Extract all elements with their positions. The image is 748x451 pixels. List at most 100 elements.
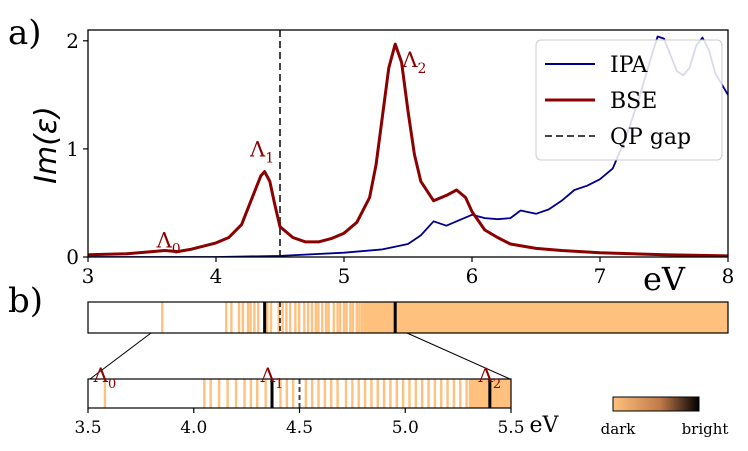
excitation-line-dark-state <box>345 302 348 333</box>
excitation-line-dark-state <box>246 302 250 333</box>
excitation-line-dark-state <box>285 302 288 333</box>
excitation-line-dark-state <box>440 379 443 408</box>
x-tick-label: 5 <box>338 264 351 288</box>
y-axis-label: Im(ε) <box>29 106 64 184</box>
peak-label-lambda-2: Λ2 <box>401 48 426 77</box>
legend-label-ipa: IPA <box>610 53 648 78</box>
excitation-line-dark-state <box>279 379 282 408</box>
excitation-line-dark-state <box>264 379 267 408</box>
excitation-line-dark-state <box>203 379 206 408</box>
strip-dense-region <box>363 302 728 333</box>
excitation-line-dark-state <box>330 379 333 408</box>
excitation-line-dark-state <box>427 379 430 408</box>
excitation-line-dark-state <box>358 302 361 333</box>
excitation-line-dark-state <box>298 302 301 333</box>
excitation-line-dark-state <box>256 379 259 408</box>
excitation-line-dark-state <box>357 379 360 408</box>
excitation-line-dark-state <box>414 379 418 408</box>
excitation-line-dark-state <box>249 302 252 333</box>
excitation-line-dark-state <box>217 379 221 408</box>
excitation-line-dark-state <box>226 379 229 408</box>
excitation-line-dark-state <box>310 302 314 333</box>
excitation-line-dark-state <box>355 302 358 333</box>
excitation-line-dark-state <box>277 302 280 333</box>
excitation-line-dark-state <box>310 379 314 408</box>
excitation-line-dark-state <box>209 379 212 408</box>
inset-ticks: 3.5 4.0 4.5 5.0 5.5 <box>74 408 525 438</box>
excitation-line-dark-state <box>237 302 241 333</box>
excitation-line-dark-state <box>336 302 339 333</box>
excitation-line-dark-state <box>342 302 346 333</box>
excitation-line-dark-state <box>336 379 339 408</box>
excitation-line-dark-state <box>420 379 424 408</box>
excitation-line-dark-state <box>338 302 342 333</box>
excitation-line-dark-state <box>317 379 320 408</box>
excitation-line-dark-state <box>225 302 228 333</box>
x-tick-label: 6 <box>466 264 479 288</box>
inset-x-axis-label: eV <box>530 413 560 438</box>
zoom-connector-right <box>406 332 511 380</box>
excitation-line-dark-state <box>314 302 318 333</box>
excitation-line-dark-state <box>249 379 253 408</box>
colorbar-label-high: bright <box>682 420 729 438</box>
excitation-line-dark-state <box>408 379 411 408</box>
x-tick-label: 3 <box>82 264 95 288</box>
heatmap-strip-inset <box>87 378 512 409</box>
excitation-line-bright-state <box>488 379 492 408</box>
legend-box <box>535 39 723 161</box>
x-axis-label: eV <box>643 260 686 298</box>
colorbar-label-low: dark <box>601 420 637 438</box>
excitation-line-dark-state <box>382 379 386 408</box>
excitation-line-dark-state <box>324 302 328 333</box>
legend-label-bse: BSE <box>610 89 657 114</box>
excitation-line-dark-state <box>285 379 289 408</box>
excitation-line-dark-state <box>360 302 364 333</box>
excitation-line-dark-state <box>351 379 354 408</box>
excitation-line-dark-state <box>459 379 462 408</box>
excitation-line-dark-state <box>351 302 355 333</box>
excitation-line-dark-state <box>452 379 456 408</box>
excitation-line-dark-state <box>234 379 238 408</box>
excitation-line-dark-state <box>103 379 107 408</box>
excitation-line-dark-state <box>376 379 379 408</box>
main-plot-frame <box>87 29 729 258</box>
excitation-line-dark-state <box>323 379 327 408</box>
series-line-bse <box>88 42 728 257</box>
excitation-line-dark-state <box>327 302 330 333</box>
excitation-line-dark-state <box>446 379 449 408</box>
legend-label-qp-gap: QP gap <box>610 125 691 150</box>
excitation-line-dark-state <box>317 302 320 333</box>
excitation-line-dark-state <box>349 302 352 333</box>
inset-x-tick-label: 5.0 <box>392 418 419 438</box>
excitation-line-dark-state <box>241 302 245 333</box>
inset-x-tick-label: 3.5 <box>74 418 101 438</box>
x-tick-label: 4 <box>210 264 223 288</box>
inset-x-tick-label: 5.5 <box>497 418 524 438</box>
excitation-line-dark-state <box>370 379 373 408</box>
excitation-line-dark-state <box>269 302 273 333</box>
excitation-line-dark-state <box>321 302 324 333</box>
zoom-connector-left <box>89 332 152 380</box>
peak-label-lambda-1: Λ1 <box>249 137 274 166</box>
excitation-line-bright-state <box>263 302 267 333</box>
excitation-line-dark-state <box>257 302 260 333</box>
excitation-line-dark-state <box>289 302 292 333</box>
colorbar <box>612 396 700 412</box>
excitation-line-dark-state <box>433 379 437 408</box>
excitation-line-dark-state <box>465 379 468 408</box>
excitation-line-dark-state <box>401 379 405 408</box>
x-tick-label: 8 <box>722 264 735 288</box>
excitation-line-dark-state <box>344 379 348 408</box>
excitation-line-dark-state <box>303 302 306 333</box>
excitation-line-dark-state <box>243 379 246 408</box>
panel-label-a: a) <box>8 13 42 53</box>
excitation-line-dark-state <box>161 302 164 333</box>
excitation-line-dark-state <box>306 302 310 333</box>
excitation-line-dark-state <box>332 302 335 333</box>
excitation-line-dark-state <box>253 302 256 333</box>
excitation-line-dark-state <box>230 302 233 333</box>
panel-label-b: b) <box>8 281 43 321</box>
y-tick-label: 0 <box>66 245 79 269</box>
excitation-line-dark-state <box>266 302 269 333</box>
